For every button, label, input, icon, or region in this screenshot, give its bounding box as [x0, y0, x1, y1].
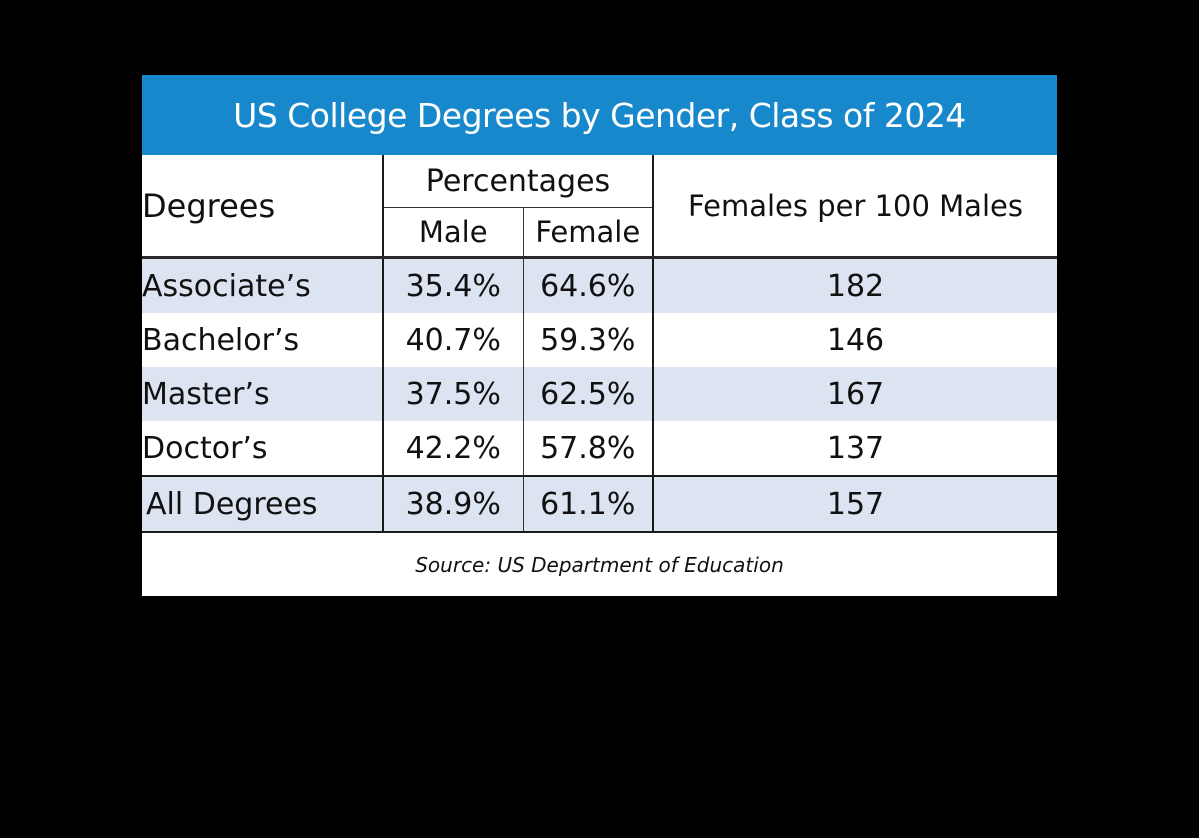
degree-cell: Doctor’s	[142, 421, 384, 476]
ratio-cell: 157	[653, 475, 1057, 533]
table-row: Bachelor’s 40.7% 59.3% 146	[142, 313, 1057, 367]
degree-cell: Bachelor’s	[142, 313, 384, 367]
table-row: Associate’s 35.4% 64.6% 182	[142, 257, 1057, 313]
header-percentages: Percentages	[383, 155, 654, 208]
male-pct-cell: 40.7%	[383, 313, 524, 367]
male-pct-cell: 35.4%	[383, 257, 524, 313]
source-note: Source: US Department of Education	[415, 553, 784, 577]
table-row: Doctor’s 42.2% 57.8% 137	[142, 421, 1057, 476]
header-degrees: Degrees	[142, 155, 384, 259]
female-pct-cell: 64.6%	[523, 257, 654, 313]
ratio-cell: 167	[653, 367, 1057, 421]
degree-cell: Associate’s	[142, 257, 384, 313]
degree-cell: All Degrees	[142, 475, 384, 533]
male-pct-cell: 38.9%	[383, 475, 524, 533]
female-pct-cell: 59.3%	[523, 313, 654, 367]
total-row: All Degrees 38.9% 61.1% 157	[142, 475, 1057, 533]
degree-cell: Master’s	[142, 367, 384, 421]
ratio-cell: 182	[653, 257, 1057, 313]
female-pct-cell: 62.5%	[523, 367, 654, 421]
ratio-cell: 137	[826, 430, 885, 466]
table-title: US College Degrees by Gender, Class of 2…	[142, 75, 1057, 155]
female-pct-cell: 61.1%	[523, 475, 654, 533]
header-females-per-100-males: Females per 100 Males	[653, 155, 1057, 259]
male-pct-cell: 42.2%	[383, 421, 524, 476]
degrees-table: Degrees Percentages Females per 100 Male…	[142, 155, 1057, 533]
header-male: Male	[383, 207, 524, 259]
ratio-cell: 146	[826, 322, 885, 358]
table-row: Master’s 37.5% 62.5% 167	[142, 367, 1057, 421]
header-female: Female	[523, 207, 654, 259]
table-card: US College Degrees by Gender, Class of 2…	[142, 75, 1057, 596]
female-pct-cell: 57.8%	[523, 421, 654, 476]
male-pct-cell: 37.5%	[383, 367, 524, 421]
